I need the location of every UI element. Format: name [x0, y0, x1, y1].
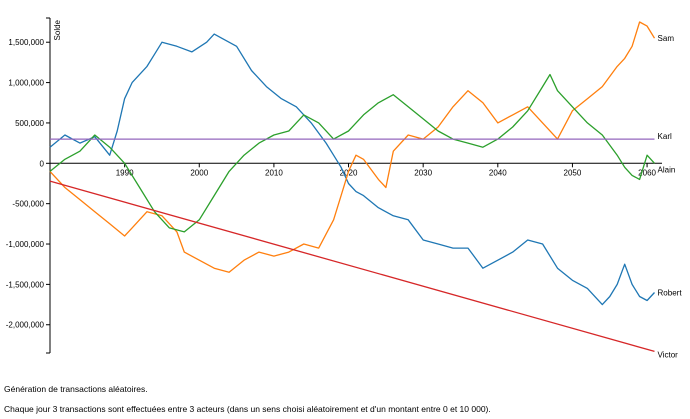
- series-line-sam: [49, 21, 656, 273]
- x-tick-label: 2040: [489, 168, 507, 177]
- y-tick-label: 1,500,000: [8, 38, 44, 47]
- x-tick-label: 2050: [564, 168, 582, 177]
- y-axis: 1,500,000 1,000,000 500,000 0 -500,000 -1,000…: [6, 17, 51, 354]
- x-axis: 1990 2000 2010 2020 2030 2040 2050 2060: [50, 162, 662, 177]
- x-tick-label: 2030: [414, 168, 432, 177]
- series-layer: [49, 21, 656, 353]
- x-tick-label: 1990: [116, 168, 134, 177]
- y-tick-label: 0: [40, 159, 45, 168]
- x-tick-label: 2010: [265, 168, 283, 177]
- caption-line-1: Génération de transactions aléatoires.: [4, 384, 148, 394]
- y-tick-label: -1,500,000: [6, 280, 45, 289]
- series-line-alain: [49, 73, 655, 233]
- y-tick-label: 1,000,000: [8, 79, 44, 88]
- caption-line-2: Chaque jour 3 transactions sont effectué…: [4, 404, 491, 414]
- line-chart: 1,500,000 1,000,000 500,000 0 -500,000 -1,000…: [6, 17, 683, 359]
- series-label-sam: Sam: [658, 34, 675, 43]
- x-tick-label: 2020: [340, 168, 358, 177]
- y-tick-label: -1,000,000: [6, 240, 45, 249]
- y-tick-label: -500,000: [12, 200, 44, 209]
- x-tick-label: 2060: [638, 168, 656, 177]
- series-label-alain: Alain: [658, 165, 676, 174]
- series-labels: Robert Sam Alain Karl Victor: [658, 34, 683, 359]
- series-label-victor: Victor: [658, 350, 679, 359]
- series-label-robert: Robert: [658, 288, 683, 297]
- series-line-victor: [49, 180, 655, 353]
- series-label-karl: Karl: [658, 132, 672, 141]
- series-line-robert: [49, 33, 655, 306]
- y-tick-label: 500,000: [15, 119, 44, 128]
- y-axis-title: Solde: [53, 19, 62, 40]
- x-tick-label: 2000: [190, 168, 208, 177]
- y-tick-label: -2,000,000: [6, 321, 45, 330]
